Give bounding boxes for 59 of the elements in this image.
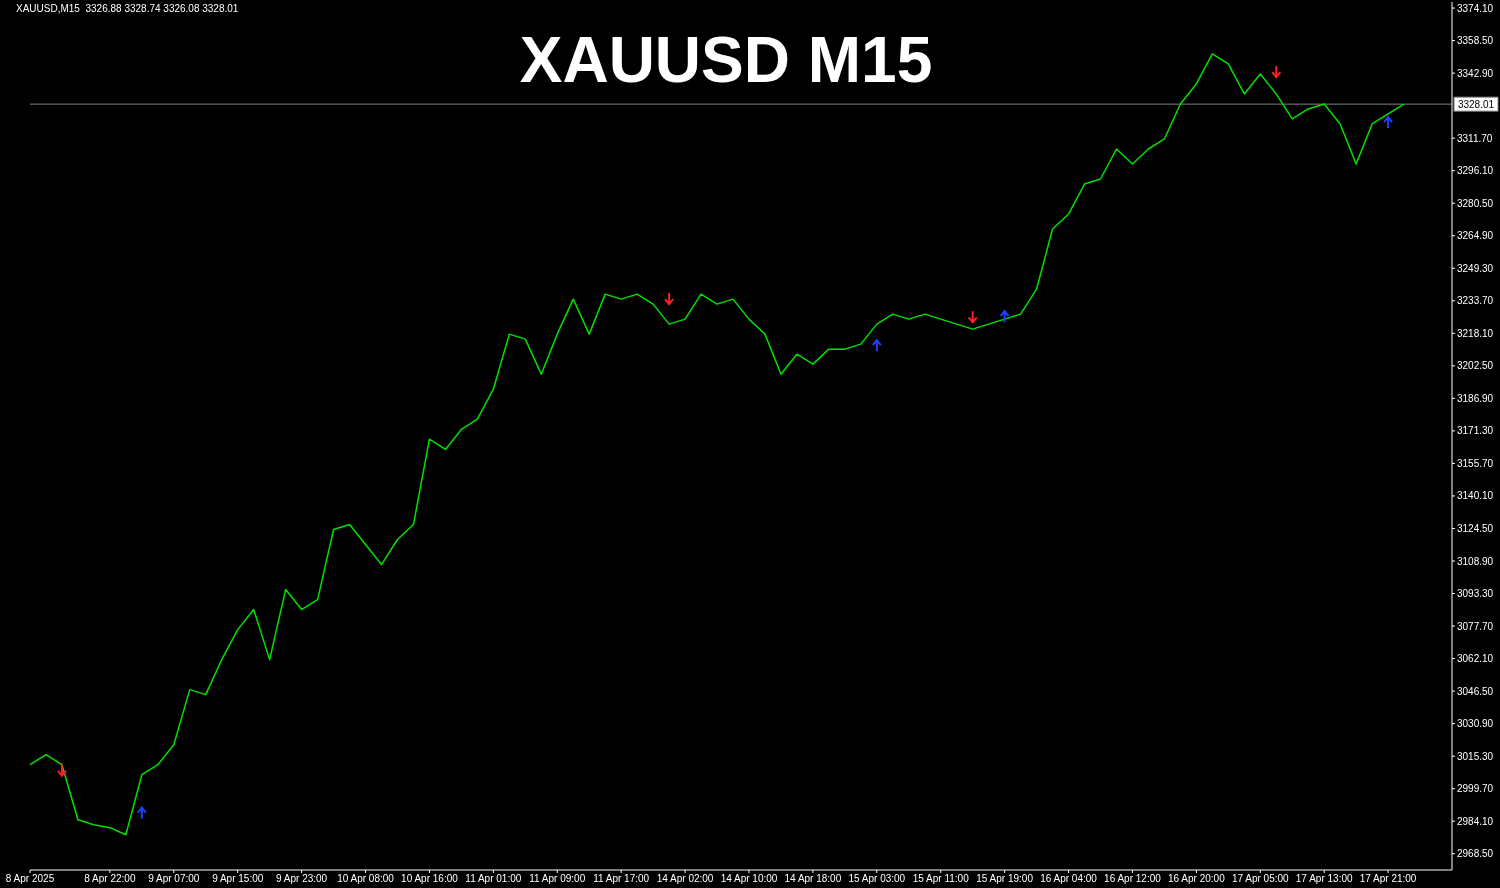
point bbox=[999, 310, 1010, 324]
x-tick-label: 15 Apr 11:00 bbox=[912, 873, 970, 885]
y-tick-label: 3077.70 bbox=[1457, 620, 1494, 632]
x-tick-label: 16 Apr 04:00 bbox=[1040, 873, 1098, 885]
point bbox=[871, 339, 882, 353]
y-tick-label: 3171.30 bbox=[1457, 425, 1494, 437]
y-tick-label: 2968.50 bbox=[1457, 848, 1494, 860]
x-tick-label: 10 Apr 16:00 bbox=[401, 873, 459, 885]
y-tick-label: 3374.10 bbox=[1457, 2, 1494, 14]
x-tick-label: 16 Apr 12:00 bbox=[1104, 873, 1162, 885]
x-tick-label: 17 Apr 21:00 bbox=[1359, 873, 1417, 885]
chart-title: XAUUSD M15 bbox=[518, 23, 934, 98]
y-tick-label: 3140.10 bbox=[1457, 490, 1494, 502]
annotation: XAUUSD,M15 3326.88 3328.74 3326.08 3328.01 bbox=[16, 3, 239, 14]
y-tick-label: 3296.10 bbox=[1457, 165, 1494, 177]
y-tick-label: 3280.50 bbox=[1457, 197, 1494, 209]
y-tick-label: 3264.90 bbox=[1457, 230, 1494, 242]
point bbox=[664, 292, 675, 306]
point bbox=[1383, 116, 1394, 130]
y-tick-label: 3155.70 bbox=[1457, 457, 1494, 469]
x-tick-label: 8 Apr 2025 bbox=[5, 873, 55, 885]
point bbox=[1271, 65, 1282, 79]
x-tick-label: 14 Apr 02:00 bbox=[656, 873, 714, 885]
x-tick-label: 17 Apr 05:00 bbox=[1231, 873, 1290, 885]
x-tick-label: 11 Apr 17:00 bbox=[593, 873, 650, 885]
x-tick-label: 8 Apr 22:00 bbox=[84, 873, 136, 885]
y-tick-label: 3249.30 bbox=[1457, 262, 1494, 274]
y-tick-label: 3202.50 bbox=[1457, 360, 1494, 372]
x-tick-label: 11 Apr 01:00 bbox=[465, 873, 522, 885]
y-tick-label: 3046.50 bbox=[1457, 685, 1494, 697]
x-tick-label: 10 Apr 08:00 bbox=[337, 873, 395, 885]
point bbox=[56, 763, 67, 777]
y-tick-label: 2999.70 bbox=[1457, 783, 1494, 795]
y-tick-label: 3186.90 bbox=[1457, 392, 1494, 404]
y-tick-label: 3124.50 bbox=[1457, 523, 1494, 535]
x-tick-label: 15 Apr 03:00 bbox=[848, 873, 906, 885]
x-tick-label: 9 Apr 07:00 bbox=[148, 873, 200, 885]
x-tick-label: 16 Apr 20:00 bbox=[1168, 873, 1226, 885]
y-tick-label: 3218.10 bbox=[1457, 327, 1494, 339]
x-tick-label: 9 Apr 15:00 bbox=[212, 873, 264, 885]
x-tick-label: 14 Apr 10:00 bbox=[720, 873, 778, 885]
y-tick-label: 3030.90 bbox=[1457, 718, 1494, 730]
x-tick-label: 15 Apr 19:00 bbox=[976, 873, 1034, 885]
x-tick-label: 9 Apr 23:00 bbox=[276, 873, 328, 885]
x-tick-label: 17 Apr 13:00 bbox=[1295, 873, 1353, 885]
y-tick-label: 3062.10 bbox=[1457, 653, 1494, 665]
x-tick-label: 14 Apr 18:00 bbox=[784, 873, 842, 885]
y-tick-label: 2984.10 bbox=[1457, 815, 1494, 827]
x-tick-label: 11 Apr 09:00 bbox=[529, 873, 586, 885]
y-tick-label: 3358.50 bbox=[1457, 35, 1494, 47]
point bbox=[136, 806, 147, 820]
y-tick-label: 3342.90 bbox=[1457, 67, 1494, 79]
y-tick-label: 3093.30 bbox=[1457, 588, 1494, 600]
y-tick-label: 3311.70 bbox=[1457, 132, 1493, 144]
y-tick-label: 3015.30 bbox=[1457, 750, 1494, 762]
point bbox=[967, 310, 978, 324]
y-tick-label: 3233.70 bbox=[1457, 295, 1494, 307]
ref-line-label: 3328.01 bbox=[1457, 99, 1495, 111]
y-tick-label: 3108.90 bbox=[1457, 555, 1494, 567]
